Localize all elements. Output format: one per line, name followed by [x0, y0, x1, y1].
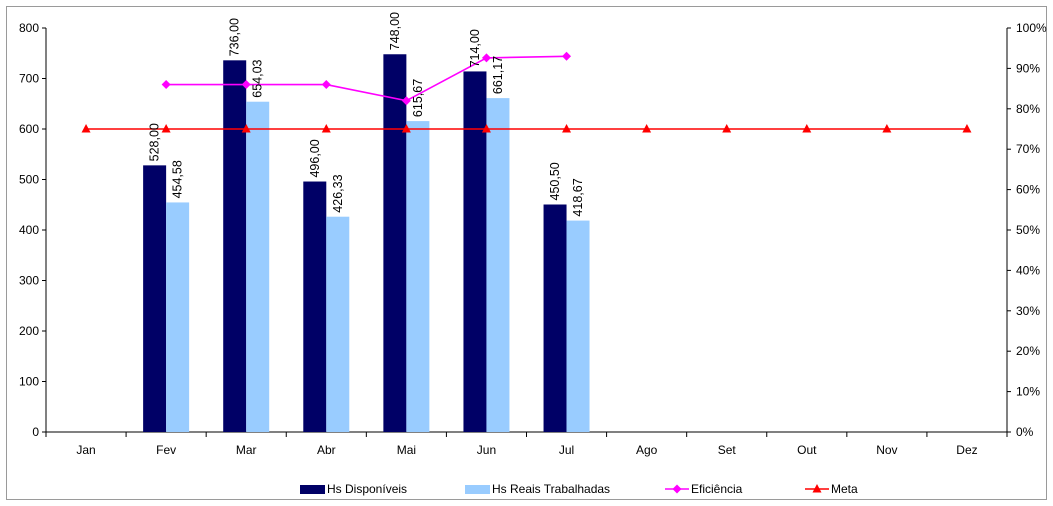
data-label: 454,58: [171, 160, 185, 198]
x-tick-label: Mai: [397, 443, 416, 457]
y-tick-label: 0: [32, 425, 39, 439]
legend-swatch: [300, 485, 325, 494]
x-tick-label: Set: [718, 443, 737, 457]
x-tick-label: Jul: [559, 443, 574, 457]
data-label: 426,33: [331, 174, 345, 212]
y2-tick-label: 10%: [1016, 385, 1040, 399]
y-tick-label: 100: [19, 375, 39, 389]
series-line: [166, 55, 567, 102]
data-label: 654,03: [251, 59, 265, 97]
y2-tick-label: 90%: [1016, 61, 1040, 75]
bar: [463, 71, 487, 433]
point-marker: [321, 80, 331, 90]
x-tick-label: Jun: [477, 443, 496, 457]
data-label: 528,00: [148, 123, 162, 161]
y-tick-label: 500: [19, 173, 39, 187]
data-label: 615,67: [411, 79, 425, 117]
bar: [383, 54, 407, 432]
legend-label: Eficiência: [691, 482, 743, 496]
legend-marker: [812, 484, 822, 493]
x-tick-label: Dez: [956, 443, 977, 457]
point-marker: [321, 124, 331, 133]
x-tick-label: Fev: [156, 443, 176, 457]
y-tick-label: 300: [19, 274, 39, 288]
y2-tick-label: 80%: [1016, 102, 1040, 116]
legend-label: Hs Disponíveis: [327, 482, 407, 496]
bar: [246, 101, 270, 433]
legend-label: Meta: [831, 482, 858, 496]
y-tick-label: 700: [19, 72, 39, 86]
data-label: 714,00: [468, 29, 482, 67]
bar: [326, 216, 350, 432]
y2-tick-label: 40%: [1016, 263, 1040, 277]
point-marker: [962, 124, 972, 133]
point-marker: [722, 124, 732, 133]
legend-swatch: [465, 485, 490, 494]
data-label: 748,00: [388, 12, 402, 50]
y-tick-label: 800: [19, 21, 39, 35]
point-marker: [401, 124, 411, 133]
y-tick-label: 200: [19, 324, 39, 338]
x-tick-label: Ago: [636, 443, 658, 457]
bar: [223, 60, 247, 432]
point-marker: [241, 80, 251, 90]
y2-tick-label: 60%: [1016, 183, 1040, 197]
point-marker: [882, 124, 892, 133]
legend: Hs Disponíveis Hs Reais Trabalhadas Eficiê…: [300, 482, 858, 496]
bar: [486, 98, 510, 432]
point-marker: [161, 80, 171, 90]
y2-tick-label: 100%: [1016, 21, 1047, 35]
y2-tick-label: 70%: [1016, 142, 1040, 156]
data-label: 450,50: [548, 162, 562, 200]
point-marker: [481, 124, 491, 133]
bar: [566, 220, 590, 432]
legend-marker: [672, 484, 682, 494]
chart-frame: [6, 6, 1047, 500]
bar: [166, 202, 190, 432]
x-tick-label: Abr: [317, 443, 336, 457]
y-tick-label: 400: [19, 223, 39, 237]
data-label: 736,00: [228, 18, 242, 56]
bar: [406, 121, 430, 433]
point-marker: [562, 124, 572, 133]
bars: [143, 54, 590, 433]
point-marker: [241, 124, 251, 133]
data-label: 496,00: [308, 139, 322, 177]
point-marker: [81, 124, 91, 133]
y2-tick-label: 20%: [1016, 344, 1040, 358]
data-label: 661,17: [491, 56, 505, 94]
bar: [303, 181, 327, 432]
x-tick-label: Jan: [76, 443, 95, 457]
x-tick-label: Out: [797, 443, 817, 457]
x-tick-label: Mar: [236, 443, 257, 457]
y2-tick-label: 30%: [1016, 304, 1040, 318]
y-tick-label: 600: [19, 122, 39, 136]
point-marker: [802, 124, 812, 133]
bar: [143, 165, 167, 433]
point-marker: [481, 53, 491, 63]
y2-tick-label: 0%: [1016, 425, 1034, 439]
x-tick-label: Nov: [876, 443, 897, 457]
data-label: 418,67: [571, 178, 585, 216]
point-marker: [642, 124, 652, 133]
bar: [543, 204, 567, 432]
axes: 0 100 200 300 400 500 600 700 800 0% 10% 20% 30% 40% 5…: [19, 21, 1047, 457]
lines: [81, 51, 972, 133]
point-marker: [161, 124, 171, 133]
y2-tick-label: 50%: [1016, 223, 1040, 237]
point-marker: [401, 96, 411, 106]
point-marker: [562, 51, 572, 61]
data-labels: 528,00 736,00 496,00 748,00 714,00 450,50 454,…: [148, 12, 585, 217]
legend-label: Hs Reais Trabalhadas: [492, 482, 610, 496]
